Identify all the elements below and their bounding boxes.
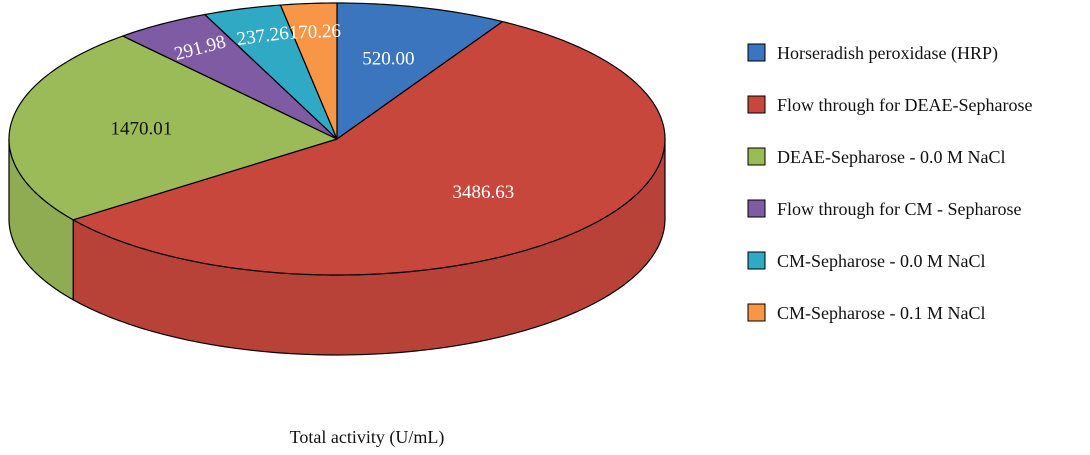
data-label-horseradish-peroxidase-hrp: 520.00	[362, 49, 414, 70]
data-label-flow-through-for-deae-sepharose: 3486.63	[453, 182, 515, 203]
legend-label-flow-through-for-cm-sepharose: Flow through for CM - Sepharose	[777, 199, 1021, 219]
legend-swatch-horseradish-peroxidase-hrp	[747, 43, 766, 62]
pie-slice-flow-through-for-cm-sepharose[interactable]	[122, 13, 338, 140]
data-label-cm-sepharose-0-1-m-nacl: 170.26	[288, 21, 341, 44]
legend-label-flow-through-for-deae-sepharose: Flow through for DEAE-Sepharose	[777, 95, 1032, 115]
legend-label-deae-sepharose-0-0-m-nacl: DEAE-Sepharose - 0.0 M NaCl	[777, 147, 1005, 167]
pie-slice-flow-through-for-deae-sepharose[interactable]	[72, 20, 666, 276]
legend-label-cm-sepharose-0-1-m-nacl: CM-Sepharose - 0.1 M NaCl	[777, 303, 985, 323]
pie-slice-horseradish-peroxidase-hrp[interactable]	[336, 2, 504, 140]
pie-slice-deae-sepharose-0-0-m-nacl[interactable]	[8, 35, 338, 221]
pie-slice-cm-sepharose-0-1-m-nacl[interactable]	[279, 2, 338, 140]
data-label-deae-sepharose-0-0-m-nacl: 1470.01	[111, 118, 173, 139]
legend-swatch-deae-sepharose-0-0-m-nacl	[747, 147, 766, 166]
legend-label-cm-sepharose-0-0-m-nacl: CM-Sepharose - 0.0 M NaCl	[777, 251, 985, 271]
legend: Horseradish peroxidase (HRP) Flow through…	[747, 43, 1032, 323]
legend-swatch-flow-through-for-deae-sepharose	[747, 95, 766, 114]
legend-swatch-cm-sepharose-0-1-m-nacl	[747, 303, 766, 322]
x-axis-label: Total activity (U/mL)	[290, 427, 445, 448]
legend-label-horseradish-peroxidase-hrp: Horseradish peroxidase (HRP)	[777, 43, 998, 64]
pie-top-layer	[8, 2, 666, 276]
legend-swatch-flow-through-for-cm-sepharose	[747, 199, 766, 218]
legend-swatch-cm-sepharose-0-0-m-nacl	[747, 251, 766, 270]
pie-slice-cm-sepharose-0-0-m-nacl[interactable]	[204, 4, 338, 140]
